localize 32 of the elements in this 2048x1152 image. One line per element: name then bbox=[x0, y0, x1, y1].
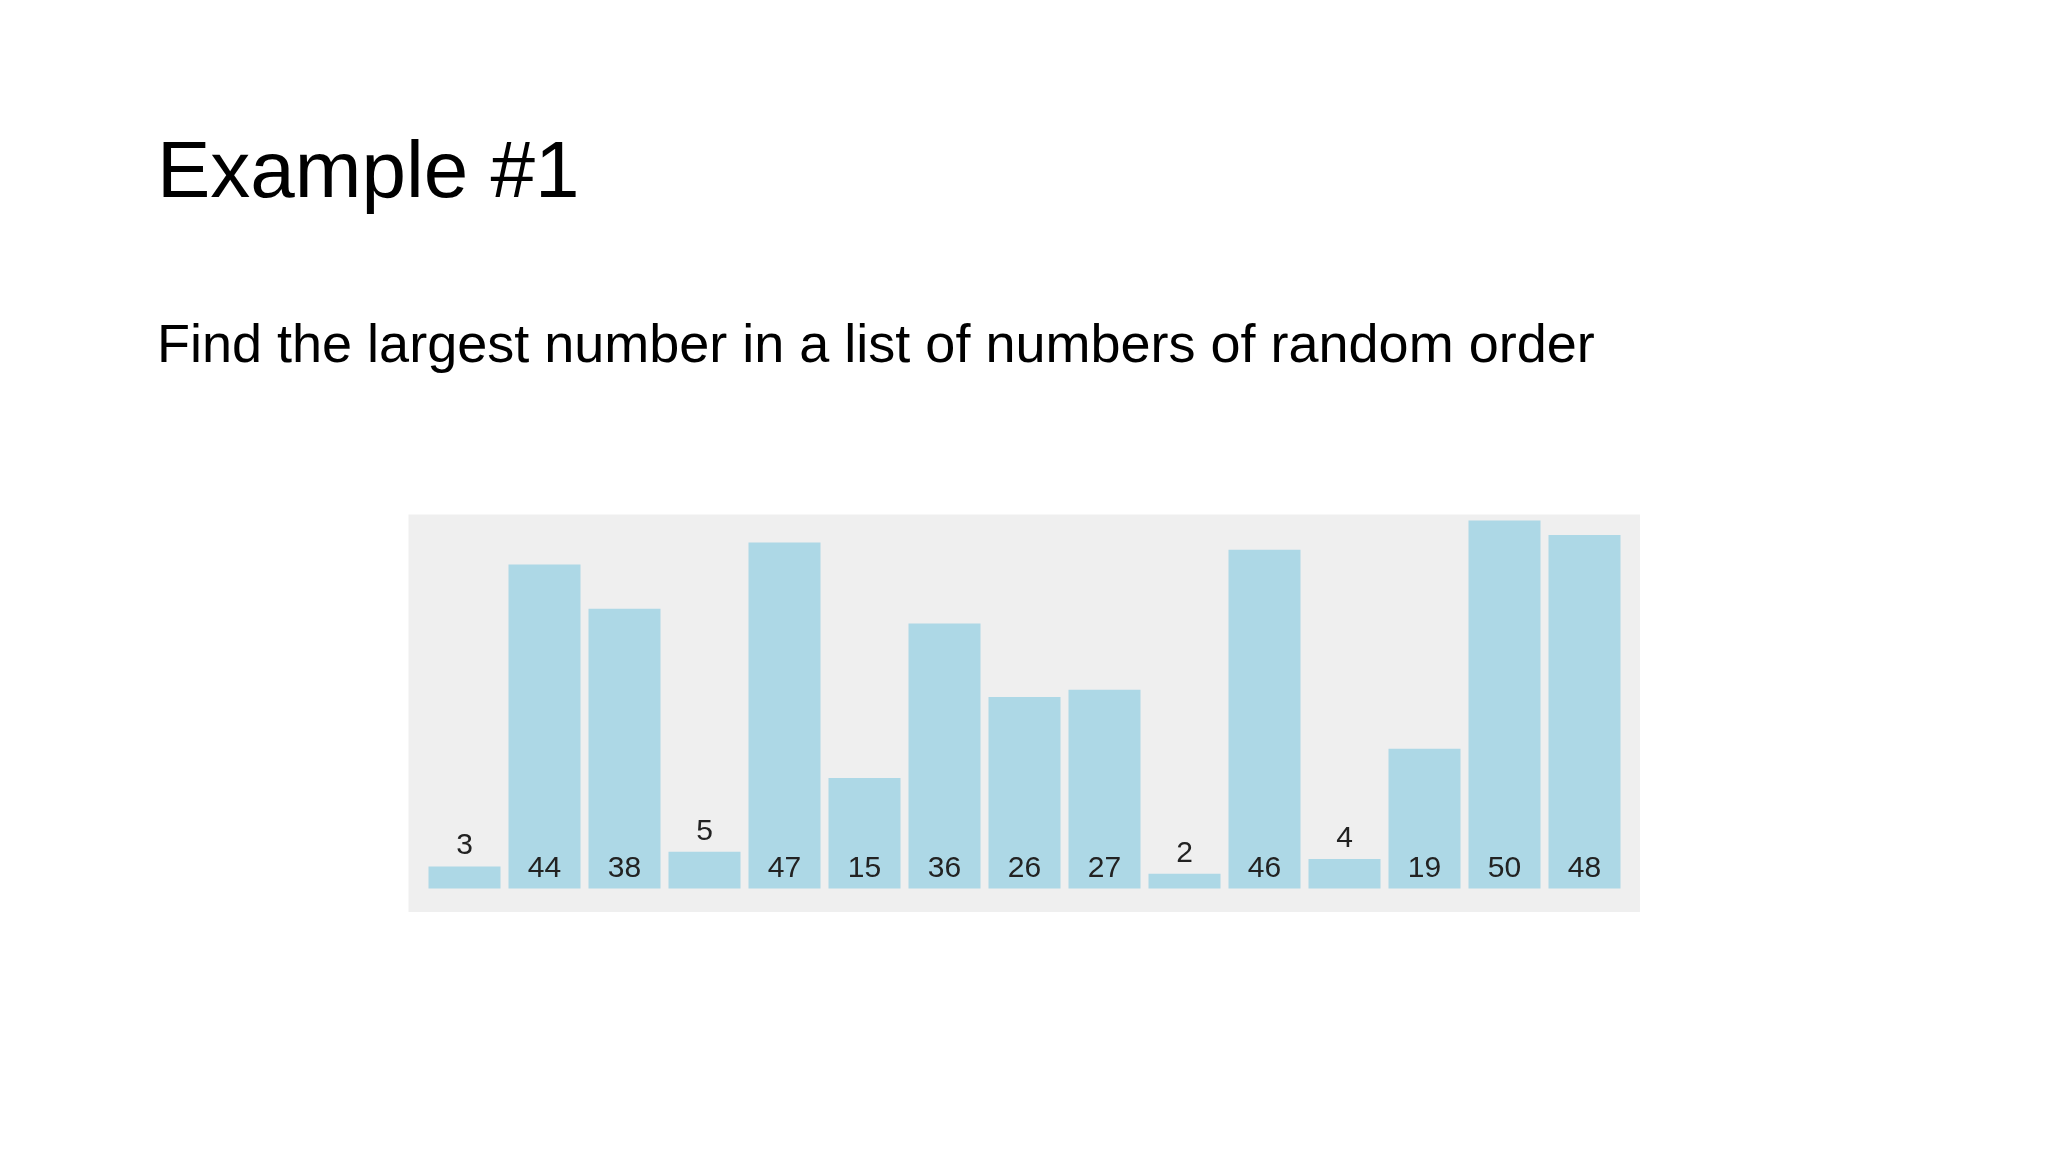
data-label: 48 bbox=[1567, 849, 1602, 883]
bar bbox=[1388, 748, 1461, 889]
bar bbox=[1228, 549, 1301, 889]
bar bbox=[1068, 689, 1141, 889]
data-label: 4 bbox=[1336, 820, 1353, 854]
data-label: 36 bbox=[927, 849, 962, 883]
data-label: 27 bbox=[1087, 849, 1122, 883]
chart-title: Example #1 bbox=[157, 125, 580, 214]
data-label: 44 bbox=[527, 849, 562, 883]
bar bbox=[748, 542, 821, 889]
bar bbox=[1148, 873, 1221, 889]
bar bbox=[588, 608, 661, 889]
bar bbox=[1468, 520, 1541, 889]
data-label: 26 bbox=[1007, 849, 1042, 883]
bar bbox=[828, 778, 901, 889]
data-label: 47 bbox=[767, 849, 802, 883]
bar bbox=[988, 697, 1061, 889]
bar bbox=[428, 866, 501, 889]
data-label: 19 bbox=[1407, 849, 1442, 883]
data-label: 46 bbox=[1247, 849, 1282, 883]
data-label: 5 bbox=[696, 812, 713, 846]
data-label: 3 bbox=[456, 827, 473, 861]
data-label: 50 bbox=[1487, 849, 1522, 883]
data-label: 15 bbox=[847, 849, 882, 883]
data-label: 2 bbox=[1176, 834, 1193, 868]
bar bbox=[1548, 535, 1621, 889]
bar bbox=[508, 564, 581, 889]
bar bbox=[908, 623, 981, 889]
bar bbox=[1308, 859, 1381, 889]
bar bbox=[668, 851, 741, 889]
data-label: 38 bbox=[607, 849, 642, 883]
chart-subtitle: Find the largest number in a list of numbers of random order bbox=[157, 313, 1595, 373]
